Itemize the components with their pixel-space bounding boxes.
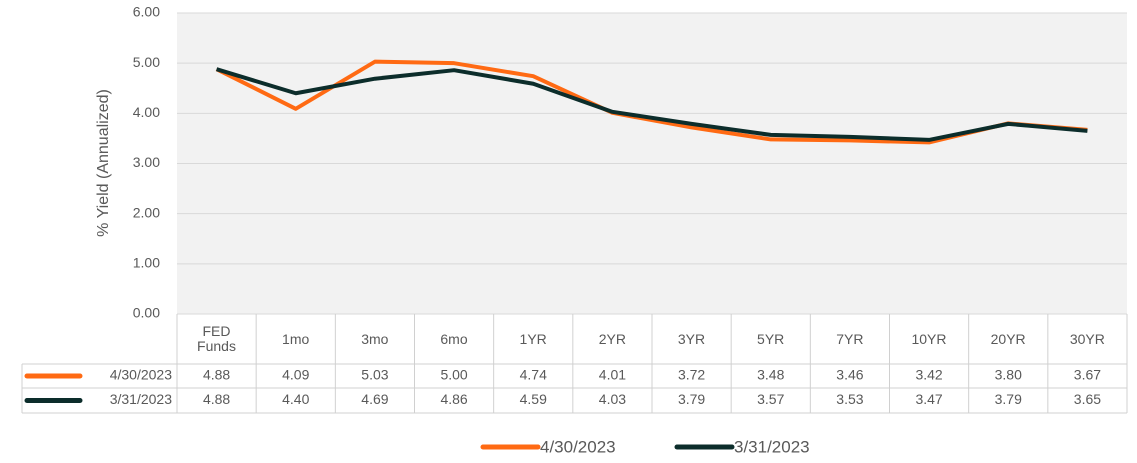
table-value: 4.59 xyxy=(520,391,547,407)
table-value: 4.74 xyxy=(520,367,547,383)
table-value: 3.67 xyxy=(1074,367,1101,383)
category-cell: 1mo xyxy=(256,314,335,364)
y-tick-label: 4.00 xyxy=(133,104,160,120)
x-tick-label: 1mo xyxy=(282,330,310,347)
x-tick-label: 10YR xyxy=(911,330,947,347)
y-tick-label: 1.00 xyxy=(133,255,160,271)
x-tick-label: 6mo xyxy=(440,330,468,347)
x-tick-label: 3mo xyxy=(361,330,389,347)
category-cell: 20YR xyxy=(969,314,1048,364)
table-value: 3.42 xyxy=(915,367,942,383)
y-tick-label: 2.00 xyxy=(133,204,160,220)
table-value: 3.72 xyxy=(678,367,705,383)
table-value: 4.40 xyxy=(282,391,309,407)
table-value: 3.57 xyxy=(757,391,784,407)
category-cell: 2YR xyxy=(573,314,652,364)
x-tick-label: 7YR xyxy=(836,330,864,347)
category-cell: 3mo xyxy=(335,314,414,364)
table-value: 4.88 xyxy=(203,391,230,407)
y-tick-label: 3.00 xyxy=(133,154,160,170)
table-value: 3.80 xyxy=(995,367,1022,383)
table-value: 5.03 xyxy=(361,367,388,383)
series-line xyxy=(216,67,1088,142)
x-tick-label: 20YR xyxy=(990,330,1026,347)
y-tick-label: 6.00 xyxy=(133,4,160,20)
category-cell: 7YR xyxy=(810,314,889,364)
legend-label: 4/30/2023 xyxy=(540,437,616,456)
x-tick-label: 1YR xyxy=(519,330,547,347)
category-cell: FED Funds xyxy=(177,314,256,364)
x-tick-label: FED Funds xyxy=(197,323,236,354)
table-value: 3.47 xyxy=(915,391,942,407)
category-cell: 6mo xyxy=(415,314,494,364)
category-cell: 2YR xyxy=(573,314,652,364)
category-cell: 10YR xyxy=(890,314,969,364)
category-cell: 3YR xyxy=(652,314,731,364)
category-cell: 6mo xyxy=(415,314,494,364)
table-value: 4.03 xyxy=(599,391,626,407)
category-cell: 1YR xyxy=(494,314,573,364)
table-value: 5.00 xyxy=(440,367,467,383)
category-cell: FED Funds xyxy=(177,314,256,364)
series-label: 3/31/2023 xyxy=(110,391,172,407)
category-cell: 30YR xyxy=(1048,314,1127,364)
table-value: 4.88 xyxy=(203,367,230,383)
category-cell: 7YR xyxy=(810,314,889,364)
x-tick-label: 3YR xyxy=(677,330,706,347)
category-cell: 30YR xyxy=(1048,314,1127,364)
category-cell: 10YR xyxy=(890,314,969,364)
y-tick-label: 5.00 xyxy=(133,54,160,70)
table-value: 4.86 xyxy=(440,391,467,407)
category-cell: 1YR xyxy=(494,314,573,364)
table-value: 3.48 xyxy=(757,367,784,383)
category-cell: 3mo xyxy=(335,314,414,364)
table-value: 3.79 xyxy=(995,391,1022,407)
table-value: 4.69 xyxy=(361,391,388,407)
table-value: 3.65 xyxy=(1074,391,1101,407)
table-value: 3.79 xyxy=(678,391,705,407)
x-tick-label: 2YR xyxy=(598,330,626,347)
category-cell: 5YR xyxy=(731,314,810,364)
legend-label: 3/31/2023 xyxy=(734,437,810,456)
table-value: 3.53 xyxy=(836,391,863,407)
category-cell: 3YR xyxy=(652,314,731,364)
category-cell: 1mo xyxy=(256,314,335,364)
table-value: 3.46 xyxy=(836,367,863,383)
x-tick-label: 30YR xyxy=(1069,330,1105,347)
x-tick-label: 5YR xyxy=(757,330,785,347)
category-cell: 5YR xyxy=(731,314,810,364)
series-label: 4/30/2023 xyxy=(110,367,172,383)
y-axis-label: % Yield (Annualized) xyxy=(95,89,112,237)
category-cell: 20YR xyxy=(969,314,1048,364)
y-tick-label: 0.00 xyxy=(133,305,160,321)
table-value: 4.09 xyxy=(282,367,309,383)
table-value: 4.01 xyxy=(599,367,626,383)
